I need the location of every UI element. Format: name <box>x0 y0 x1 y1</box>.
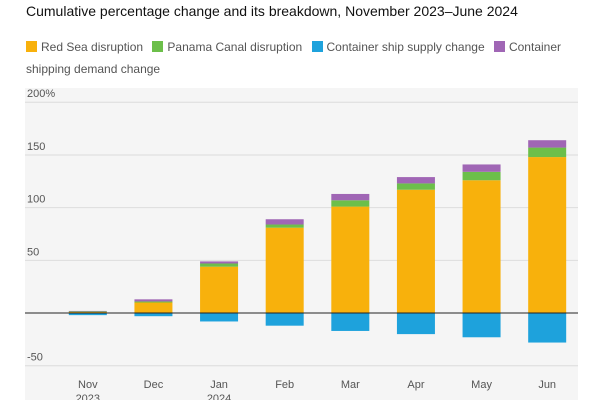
legend-label: Red Sea disruption <box>41 40 144 54</box>
bar-segment <box>396 177 435 184</box>
bar-segment <box>68 311 107 314</box>
bar-segment <box>265 219 304 225</box>
bar-segment <box>134 302 173 314</box>
bar-segment <box>331 206 370 314</box>
x-tick-label: Mar <box>341 379 360 391</box>
bar-segment <box>68 313 107 316</box>
bar-segment <box>331 193 370 201</box>
legend-label: Panama Canal disruption <box>167 40 303 54</box>
legend-label: Container shipping demand change <box>26 40 561 76</box>
legend-item: Container shipping demand change <box>26 40 561 76</box>
y-tick-label: 200% <box>27 88 55 100</box>
x-tick-label: Feb <box>275 379 294 391</box>
bar-segment <box>134 299 173 302</box>
bar-segment <box>200 261 239 264</box>
bar-segment <box>528 147 567 158</box>
bar-segment <box>528 313 567 343</box>
bar-segment <box>396 189 435 314</box>
bar-segment <box>134 301 173 303</box>
bar-segment <box>396 183 435 190</box>
bar-segment <box>68 311 107 312</box>
bar-segment <box>68 310 107 312</box>
bar-segment <box>462 164 501 172</box>
bar-segment <box>528 157 567 314</box>
bar-segment <box>265 224 304 228</box>
x-tick-label: May <box>471 379 492 391</box>
legend: Red Sea disruption Panama Canal disrupti… <box>26 36 581 80</box>
legend-swatch <box>26 41 37 52</box>
y-tick-label: -50 <box>27 352 43 364</box>
bar-segment <box>265 313 304 326</box>
x-tick-label: Jun <box>538 379 556 391</box>
bar-segment <box>134 313 173 317</box>
x-tick-label: Dec <box>144 379 164 391</box>
legend-swatch <box>311 41 323 52</box>
legend-item: Container ship supply change <box>311 40 485 54</box>
y-tick-label: 100 <box>27 194 45 206</box>
bar-segment <box>200 313 239 322</box>
bar-segment <box>265 227 304 314</box>
legend-item: Red Sea disruption <box>26 40 143 54</box>
bar-segment <box>200 263 239 267</box>
bar-segment <box>331 313 370 331</box>
bar-segment <box>396 313 435 335</box>
bar-segment <box>462 180 501 314</box>
y-tick-label: 150 <box>27 141 45 153</box>
chart-title: Cumulative percentage change and its bre… <box>26 3 518 19</box>
legend-item: Panama Canal disruption <box>152 40 302 54</box>
bar-segment <box>331 200 370 207</box>
x-tick-label: Apr <box>407 379 424 391</box>
bar-segment <box>462 171 501 181</box>
x-tick-label: Nov 2023 <box>76 379 100 400</box>
legend-swatch <box>493 41 505 52</box>
bar-segment <box>200 266 239 314</box>
x-tick-label: Jan 2024 <box>207 379 231 400</box>
legend-swatch <box>152 41 164 52</box>
bar-segment <box>528 140 567 148</box>
bar-segment <box>462 313 501 338</box>
legend-label: Container ship supply change <box>326 40 485 54</box>
y-tick-label: 50 <box>27 246 39 258</box>
